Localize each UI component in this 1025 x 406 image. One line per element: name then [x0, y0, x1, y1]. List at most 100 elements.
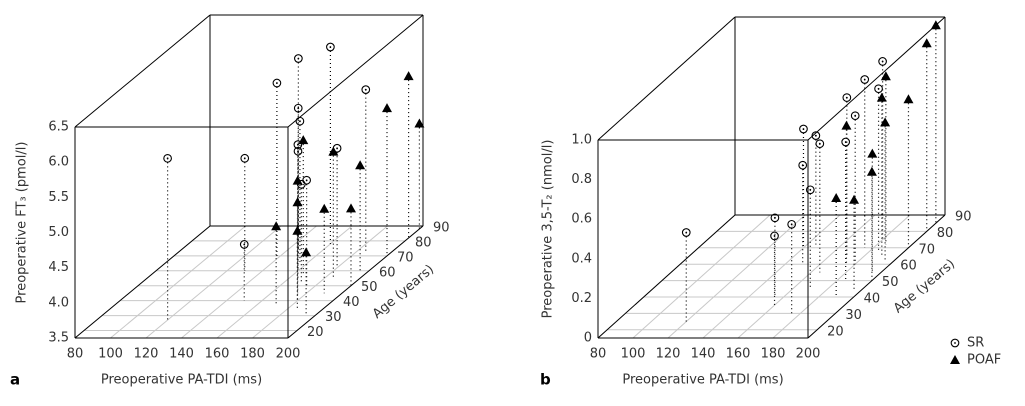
point-dot: [305, 179, 308, 182]
panel-label: a: [10, 371, 20, 389]
z-tick-label: 4.0: [48, 295, 69, 310]
point: [880, 71, 891, 81]
point: [319, 203, 330, 213]
point-dot: [364, 88, 367, 91]
point-dot: [802, 128, 805, 130]
x-tick-label: 200: [796, 347, 821, 362]
point: [903, 94, 914, 104]
point: [880, 117, 891, 127]
point: [271, 221, 282, 231]
point: [874, 84, 883, 94]
point: [272, 78, 282, 88]
floor-grid-line: [772, 214, 911, 339]
point: [841, 120, 852, 130]
point: [805, 185, 815, 195]
point: [831, 193, 842, 202]
point: [326, 42, 335, 52]
z-tick-label: 6.0: [48, 155, 69, 170]
point-dot: [863, 78, 866, 81]
point: [770, 213, 780, 223]
legend-marker-dot: [954, 342, 956, 344]
x-tick-label: 80: [590, 347, 607, 362]
x-tick-label: 200: [276, 347, 301, 362]
point: [799, 124, 808, 134]
x-tick-label: 120: [134, 347, 159, 362]
y-tick-label: 20: [827, 324, 844, 339]
point: [811, 131, 821, 140]
x-tick-label: 140: [691, 347, 716, 362]
point: [293, 103, 303, 113]
floor-grid-line: [216, 225, 353, 339]
floor-grid-line: [632, 214, 771, 339]
point: [361, 85, 371, 94]
point: [403, 71, 414, 81]
x-tick-label: 80: [67, 347, 84, 362]
point-dot: [166, 157, 169, 160]
x-axis-label: Preoperative PA-TDI (ms): [622, 373, 783, 388]
point-dot: [243, 157, 246, 160]
point-dot: [685, 231, 688, 234]
box-edge: [74, 225, 211, 339]
z-tick-label: 6.5: [48, 120, 69, 135]
point: [295, 116, 305, 126]
point: [355, 160, 366, 170]
panel-label: b: [540, 371, 551, 389]
point: [867, 148, 878, 158]
x-axis-label: Preoperative PA-TDI (ms): [101, 373, 262, 388]
point: [878, 57, 887, 66]
x-tick-label: 180: [240, 347, 265, 362]
z-tick-label: 0.2: [571, 291, 592, 306]
point: [293, 140, 303, 149]
point-dot: [809, 188, 812, 191]
point: [841, 137, 851, 147]
z-tick-label: 3.5: [48, 331, 69, 346]
point: [163, 153, 172, 163]
point: [787, 219, 797, 229]
box-edge: [807, 16, 946, 141]
y-tick-label: 30: [325, 310, 342, 325]
y-tick-label: 30: [845, 308, 862, 323]
point-dot: [297, 57, 300, 60]
point: [876, 92, 887, 102]
y-tick-label: 60: [379, 265, 396, 280]
z-tick-label: 0: [584, 331, 592, 346]
point-dot: [329, 46, 332, 48]
point: [294, 54, 303, 63]
point-dot: [276, 82, 278, 84]
point: [382, 103, 392, 113]
point-dot: [818, 142, 821, 145]
floor-grid-line: [702, 214, 841, 339]
x-tick-label: 160: [726, 347, 751, 362]
z-tick-label: 1.0: [571, 133, 592, 148]
box-edge: [74, 14, 211, 128]
z-tick-label: 5.0: [48, 225, 69, 240]
point: [414, 118, 425, 128]
point: [921, 38, 932, 48]
floor-grid-line: [667, 214, 806, 339]
point: [681, 228, 691, 237]
z-tick-label: 4.5: [48, 260, 69, 275]
x-tick-label: 100: [621, 347, 646, 362]
point-dot: [854, 114, 857, 117]
point: [328, 146, 339, 156]
z-axis-label: Preoperative FT₃ (pmol/l): [15, 142, 30, 304]
floor-grid-line: [252, 225, 388, 339]
point: [798, 160, 808, 170]
box-edge: [287, 225, 424, 339]
y-tick-label: 60: [900, 259, 917, 274]
point: [240, 153, 250, 163]
y-tick-label: 40: [343, 295, 360, 310]
y-tick-label: 90: [433, 221, 450, 236]
point: [850, 111, 860, 121]
point: [849, 194, 860, 204]
y-tick-label: 80: [937, 226, 954, 241]
point: [292, 175, 303, 185]
y-tick-label: 20: [307, 325, 324, 340]
legend-label: SR: [967, 336, 984, 351]
point: [292, 197, 303, 207]
y-tick-label: 80: [415, 235, 432, 250]
x-tick-label: 160: [205, 347, 230, 362]
y-tick-label: 70: [397, 250, 414, 265]
point: [293, 146, 303, 156]
point: [239, 240, 249, 249]
